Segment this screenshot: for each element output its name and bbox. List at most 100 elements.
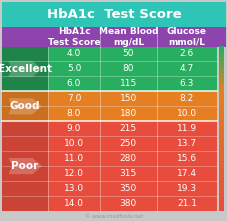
- FancyBboxPatch shape: [218, 105, 223, 107]
- FancyBboxPatch shape: [218, 82, 223, 84]
- Text: 5.0: 5.0: [67, 65, 81, 73]
- FancyBboxPatch shape: [2, 2, 225, 27]
- FancyBboxPatch shape: [218, 197, 223, 199]
- FancyBboxPatch shape: [218, 69, 223, 71]
- FancyBboxPatch shape: [218, 46, 223, 48]
- FancyBboxPatch shape: [218, 73, 223, 75]
- FancyBboxPatch shape: [218, 71, 223, 72]
- FancyBboxPatch shape: [218, 147, 223, 149]
- Text: 10.0: 10.0: [64, 139, 84, 148]
- Text: 215: 215: [119, 124, 136, 133]
- FancyBboxPatch shape: [48, 46, 216, 91]
- FancyBboxPatch shape: [218, 47, 223, 49]
- FancyBboxPatch shape: [218, 126, 223, 127]
- FancyBboxPatch shape: [218, 161, 223, 163]
- FancyBboxPatch shape: [218, 90, 223, 92]
- Text: 19.3: 19.3: [176, 184, 196, 193]
- FancyBboxPatch shape: [218, 176, 223, 178]
- FancyBboxPatch shape: [218, 65, 223, 67]
- Text: 9.0: 9.0: [67, 124, 81, 133]
- FancyBboxPatch shape: [218, 190, 223, 192]
- FancyBboxPatch shape: [218, 99, 223, 101]
- Text: 6.0: 6.0: [67, 79, 81, 88]
- Text: HbA1c
Test Score: HbA1c Test Score: [47, 27, 100, 47]
- FancyBboxPatch shape: [218, 128, 223, 130]
- FancyBboxPatch shape: [2, 121, 48, 211]
- FancyBboxPatch shape: [218, 72, 223, 74]
- FancyBboxPatch shape: [218, 198, 223, 200]
- FancyBboxPatch shape: [218, 189, 223, 191]
- FancyBboxPatch shape: [218, 78, 223, 79]
- Polygon shape: [8, 98, 42, 114]
- FancyBboxPatch shape: [218, 87, 223, 89]
- FancyBboxPatch shape: [218, 146, 223, 148]
- FancyBboxPatch shape: [218, 124, 223, 126]
- FancyBboxPatch shape: [218, 195, 223, 197]
- FancyBboxPatch shape: [218, 51, 223, 53]
- FancyBboxPatch shape: [218, 108, 223, 110]
- FancyBboxPatch shape: [218, 53, 223, 55]
- FancyBboxPatch shape: [218, 200, 223, 201]
- Text: 14.0: 14.0: [64, 199, 84, 208]
- Text: 15.6: 15.6: [176, 154, 196, 163]
- FancyBboxPatch shape: [218, 164, 223, 166]
- FancyBboxPatch shape: [218, 49, 223, 51]
- Text: Excellent: Excellent: [0, 64, 52, 74]
- FancyBboxPatch shape: [218, 160, 223, 162]
- FancyBboxPatch shape: [218, 93, 223, 95]
- Text: HbA1c  Test Score: HbA1c Test Score: [47, 8, 180, 21]
- FancyBboxPatch shape: [48, 121, 216, 211]
- FancyBboxPatch shape: [218, 141, 223, 143]
- FancyBboxPatch shape: [218, 97, 223, 99]
- Text: 21.1: 21.1: [176, 199, 196, 208]
- FancyBboxPatch shape: [218, 63, 223, 64]
- FancyBboxPatch shape: [218, 57, 223, 59]
- FancyBboxPatch shape: [218, 80, 223, 82]
- Text: 315: 315: [119, 169, 136, 178]
- FancyBboxPatch shape: [2, 91, 48, 121]
- FancyBboxPatch shape: [218, 83, 223, 85]
- Text: 50: 50: [122, 50, 133, 59]
- Text: 13.7: 13.7: [176, 139, 196, 148]
- FancyBboxPatch shape: [218, 88, 223, 90]
- FancyBboxPatch shape: [218, 91, 223, 93]
- FancyBboxPatch shape: [218, 109, 223, 111]
- FancyBboxPatch shape: [218, 165, 223, 167]
- FancyBboxPatch shape: [48, 91, 216, 121]
- FancyBboxPatch shape: [218, 152, 223, 153]
- FancyBboxPatch shape: [218, 153, 223, 155]
- FancyBboxPatch shape: [218, 106, 223, 108]
- FancyBboxPatch shape: [218, 193, 223, 194]
- FancyBboxPatch shape: [218, 131, 223, 133]
- FancyBboxPatch shape: [218, 56, 223, 57]
- FancyBboxPatch shape: [218, 162, 223, 164]
- FancyBboxPatch shape: [218, 119, 223, 120]
- FancyBboxPatch shape: [218, 98, 223, 100]
- FancyBboxPatch shape: [218, 117, 223, 119]
- FancyBboxPatch shape: [218, 104, 223, 105]
- FancyBboxPatch shape: [218, 171, 223, 173]
- Text: 4.7: 4.7: [179, 65, 193, 73]
- Text: 150: 150: [119, 94, 136, 103]
- FancyBboxPatch shape: [218, 61, 223, 63]
- Text: 180: 180: [119, 109, 136, 118]
- Text: 12.0: 12.0: [64, 169, 84, 178]
- FancyBboxPatch shape: [218, 183, 223, 185]
- FancyBboxPatch shape: [218, 145, 223, 147]
- Polygon shape: [8, 61, 42, 77]
- FancyBboxPatch shape: [218, 209, 223, 211]
- FancyBboxPatch shape: [218, 76, 223, 78]
- FancyBboxPatch shape: [218, 168, 223, 170]
- FancyBboxPatch shape: [218, 112, 223, 114]
- FancyBboxPatch shape: [218, 102, 223, 104]
- Text: 115: 115: [119, 79, 136, 88]
- FancyBboxPatch shape: [218, 185, 223, 186]
- FancyBboxPatch shape: [218, 205, 223, 207]
- FancyBboxPatch shape: [218, 157, 223, 159]
- FancyBboxPatch shape: [218, 127, 223, 129]
- FancyBboxPatch shape: [218, 137, 223, 138]
- Text: Good: Good: [10, 101, 40, 111]
- Text: 10.0: 10.0: [176, 109, 196, 118]
- FancyBboxPatch shape: [218, 79, 223, 81]
- FancyBboxPatch shape: [218, 201, 223, 203]
